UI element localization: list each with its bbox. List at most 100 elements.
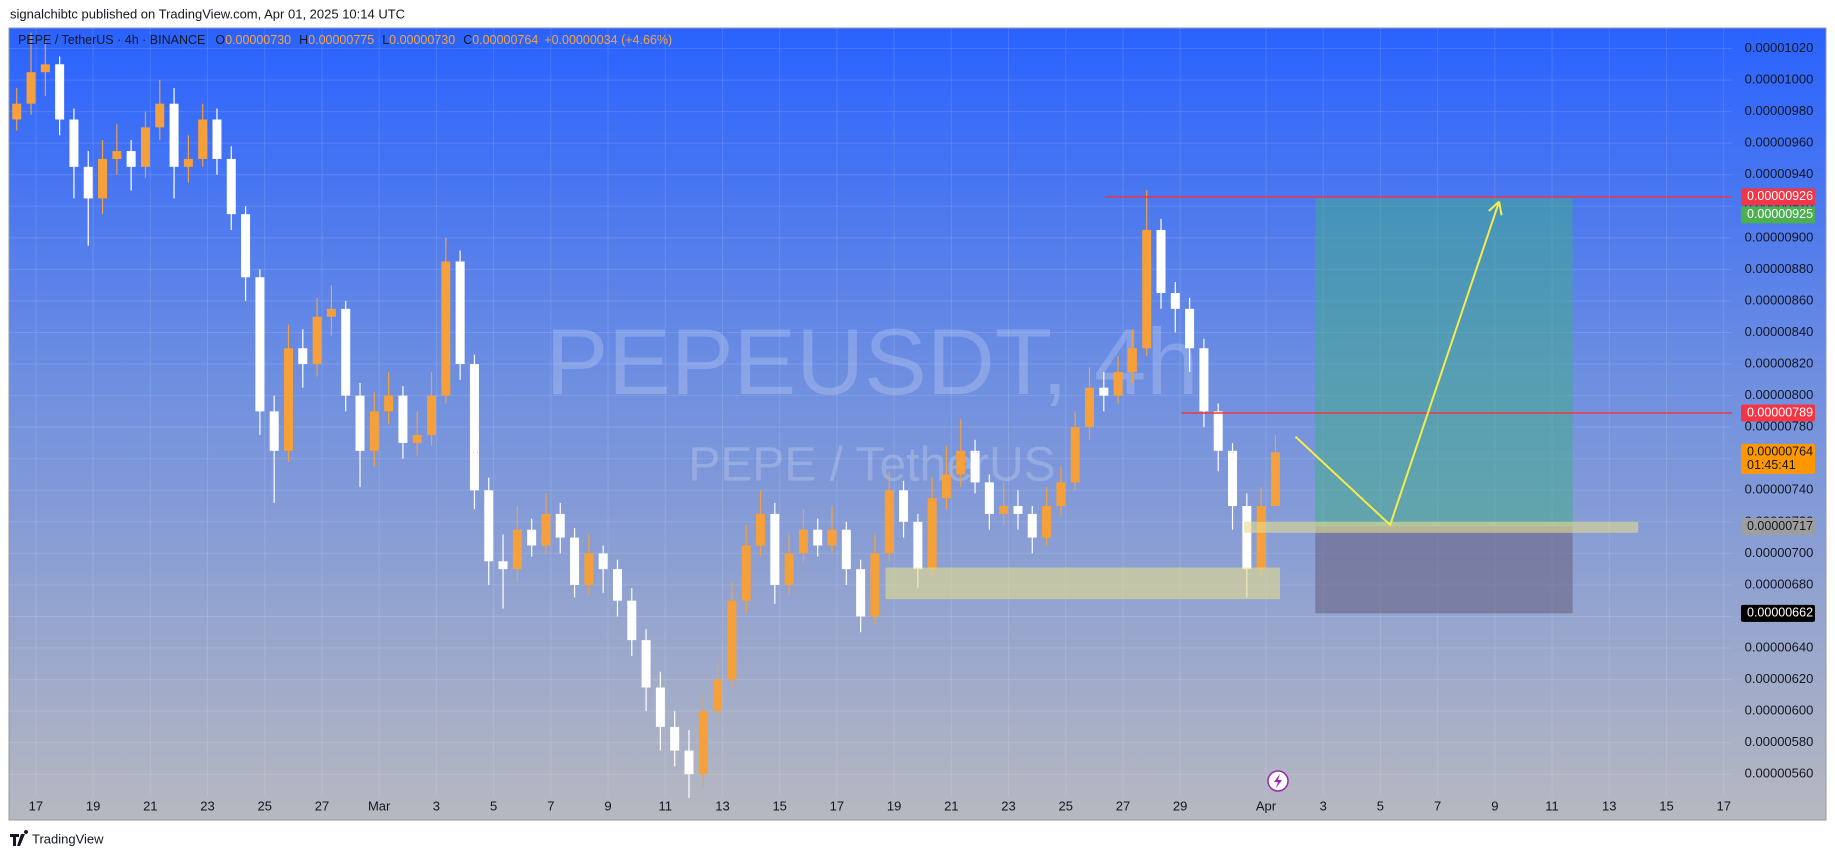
candle-body (140, 127, 150, 167)
candle-body (1270, 452, 1280, 507)
candle-body (26, 72, 36, 104)
candle-body (1099, 387, 1109, 396)
price-tag-label: 0.00000764 (1747, 445, 1813, 459)
legend-key: L (382, 33, 389, 47)
candle-body (1056, 482, 1066, 507)
y-tick-label: 0.00000800 (1745, 387, 1814, 402)
candle-body (1013, 506, 1023, 514)
x-tick-label: 17 (830, 798, 844, 813)
event-bolt (1274, 774, 1282, 788)
candle-body (884, 490, 894, 554)
candle-body (255, 277, 265, 412)
candle-body (183, 158, 193, 167)
price-tag (1741, 443, 1815, 474)
candle-body (69, 119, 79, 167)
candle-body (970, 450, 980, 483)
price-tag (1741, 518, 1815, 536)
candle-body (741, 545, 751, 601)
candle-body (1027, 513, 1037, 538)
price-tag (1741, 188, 1815, 206)
candle-body (169, 103, 179, 167)
candle-body (1127, 348, 1137, 372)
position-stop (1315, 526, 1573, 614)
x-tick-label: 23 (1001, 798, 1015, 813)
candle-body (341, 308, 351, 396)
candle-body (155, 103, 165, 128)
candle-body (670, 726, 680, 751)
legend-key: H (299, 33, 308, 47)
candle-body (527, 529, 537, 546)
candle-body (455, 261, 465, 365)
candle-body (541, 513, 551, 546)
candle-body (212, 119, 222, 159)
x-tick-label: 15 (772, 798, 786, 813)
axes: 0.00000560 0.00000580 0.00000600 0.00000620… (29, 40, 1814, 813)
zone (1243, 521, 1639, 533)
watermark-sub: PEPE / TetherUS (688, 439, 1055, 492)
candle-body (684, 750, 694, 775)
candle-body (841, 529, 851, 570)
candle-body (1185, 308, 1195, 349)
y-tick-label: 0.00000960 (1745, 135, 1814, 150)
drawings-back (1315, 198, 1573, 614)
candle-body (226, 158, 236, 215)
legend-value: 0.00000730 (389, 33, 455, 47)
candle-body (555, 513, 565, 538)
candle-body (384, 395, 394, 412)
candle-body (469, 364, 479, 491)
candle-body (856, 569, 866, 617)
candle-body (798, 529, 808, 554)
candle-body (1142, 229, 1152, 349)
y-tick-label: 0.00000780 (1745, 419, 1814, 434)
candle-body (1170, 293, 1180, 309)
candle-body (770, 513, 780, 585)
y-tick-label: 0.00000600 (1745, 703, 1814, 718)
publisher: signalchibtc published on TradingView.co… (10, 6, 405, 21)
candle-body (956, 450, 966, 475)
y-tick-label: 0.00000640 (1745, 639, 1814, 654)
x-tick-label: 23 (200, 798, 214, 813)
y-tick-label: 0.00000560 (1745, 766, 1814, 781)
x-tick-label: 11 (658, 798, 672, 813)
candle-body (698, 711, 708, 775)
candle-body (870, 553, 880, 617)
arrow-head (1488, 200, 1500, 212)
candle-body (913, 521, 923, 570)
price-tag (1741, 206, 1815, 224)
brand: TradingView (32, 831, 104, 846)
legend-value: 0.00000730 (225, 33, 291, 47)
candle-body (899, 490, 909, 522)
candle-body (1113, 371, 1123, 396)
candle-body (584, 553, 594, 585)
candle-body (83, 166, 93, 199)
y-tick-label: 0.00000580 (1745, 734, 1814, 749)
legend-value: 0.00000764 (472, 33, 538, 47)
y-tick-label: 0.00000900 (1745, 229, 1814, 244)
legend-key: O (215, 33, 225, 47)
watermark-title: PEPEUSDT, 4h (545, 309, 1198, 414)
candle-body (727, 600, 737, 680)
legend-key: C (463, 33, 472, 47)
y-tick-label: 0.00000840 (1745, 324, 1814, 339)
x-tick-label: 27 (1116, 798, 1130, 813)
x-tick-label: 9 (604, 798, 611, 813)
candle-body (941, 474, 951, 499)
y-tick-label: 0.00000620 (1745, 671, 1814, 686)
countdown: 01:45:41 (1747, 458, 1796, 472)
y-tick-label: 0.00000700 (1745, 545, 1814, 560)
candle-body (269, 411, 279, 451)
candle-body (1070, 427, 1080, 483)
candle-body (198, 119, 208, 159)
candle-body (412, 435, 422, 443)
candle-body (927, 498, 937, 570)
x-tick-label: 25 (258, 798, 272, 813)
price-tags: 0.00000926 0.00000925 0.00000789 0.00000764… (1741, 188, 1815, 622)
x-tick-label: 19 (887, 798, 901, 813)
candle-body (312, 316, 322, 365)
x-tick-label: Mar (368, 798, 391, 813)
x-tick-label: 3 (433, 798, 440, 813)
candle-body (98, 158, 108, 199)
price-tag (1741, 404, 1815, 422)
arrow-path (1294, 201, 1501, 527)
